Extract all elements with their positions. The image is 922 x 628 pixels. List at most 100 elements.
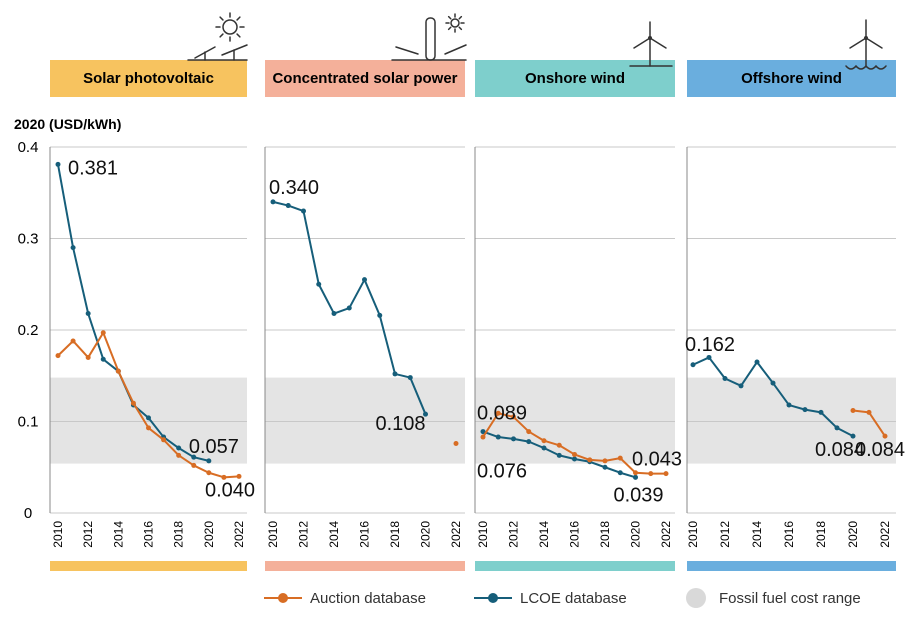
- panel-header-bar: [265, 60, 465, 97]
- lcoe-data-point: [786, 402, 792, 408]
- auction-data-point: [161, 437, 167, 443]
- legend-item-auction: Auction database: [264, 587, 426, 609]
- lcoe-data-point: [754, 359, 760, 365]
- auction-data-point: [85, 354, 91, 360]
- lcoe-data-point: [850, 433, 856, 439]
- fossil-fuel-band: [50, 377, 247, 464]
- lcoe-data-point: [70, 245, 76, 251]
- auction-data-point: [236, 473, 242, 479]
- x-tick-label: 2022: [449, 521, 463, 548]
- panel-bottom-bar: [265, 561, 465, 571]
- auction-data-point: [663, 471, 669, 477]
- auction-data-point: [617, 455, 623, 461]
- auction-data-point: [556, 442, 562, 448]
- x-tick-label: 2014: [327, 521, 341, 548]
- lcoe-data-point: [526, 439, 532, 445]
- lcoe-data-point: [407, 375, 413, 381]
- x-tick-label: 2010: [476, 521, 490, 548]
- x-tick-label: 2010: [51, 521, 65, 548]
- auction-data-point: [191, 462, 197, 468]
- data-label: 0.057: [189, 436, 239, 458]
- lcoe-data-point: [511, 436, 516, 442]
- x-tick-label: 2018: [598, 521, 612, 548]
- lcoe-data-point: [480, 429, 486, 435]
- data-label: 0.340: [269, 177, 319, 199]
- auction-legend-swatch: [264, 593, 302, 603]
- data-label: 0.084: [855, 439, 905, 461]
- lcoe-data-point: [301, 208, 306, 214]
- lcoe-data-point: [423, 411, 428, 417]
- x-tick-label: 2014: [750, 521, 764, 548]
- lcoe-data-point: [206, 458, 212, 464]
- x-tick-label: 2014: [111, 521, 125, 548]
- auction-data-point: [648, 471, 654, 477]
- offshore-turbine-icon: [845, 19, 887, 70]
- x-tick-label: 2012: [81, 521, 95, 548]
- lcoe-data-point: [362, 277, 367, 283]
- panel-bottom-bar: [687, 561, 896, 571]
- auction-data-point: [146, 425, 151, 431]
- lcoe-data-point: [100, 356, 106, 362]
- auction-data-point: [526, 429, 532, 435]
- panel-bottom-bar: [50, 561, 247, 571]
- x-tick-label: 2010: [266, 521, 280, 548]
- lcoe-data-point: [316, 281, 322, 287]
- y-tick-label: 0: [24, 505, 32, 522]
- legend-item-lcoe: LCOE database: [474, 587, 627, 609]
- auction-data-point: [206, 470, 212, 476]
- lcoe-data-point: [556, 452, 562, 458]
- auction-data-point: [70, 338, 76, 344]
- data-label: 0.381: [68, 157, 118, 179]
- lcoe-data-point: [541, 445, 547, 451]
- lcoe-data-point: [818, 409, 824, 415]
- x-tick-label: 2012: [718, 521, 732, 548]
- legend-item-fossil: Fossil fuel cost range: [685, 587, 861, 609]
- data-label: 0.108: [376, 413, 426, 435]
- lcoe-data-point: [770, 380, 776, 386]
- lcoe-data-point: [392, 371, 398, 377]
- x-tick-label: 2020: [846, 521, 860, 548]
- panel-header-bar: [50, 60, 247, 97]
- x-tick-label: 2016: [358, 521, 372, 548]
- x-tick-label: 2020: [629, 521, 643, 548]
- data-label: 0.039: [614, 484, 664, 506]
- data-label: 0.043: [632, 449, 682, 471]
- x-tick-label: 2014: [537, 521, 551, 548]
- panel-title-csp: Concentrated solar power: [272, 70, 458, 87]
- auction-data-point: [55, 353, 61, 359]
- auction-data-point: [633, 470, 638, 476]
- lcoe-data-point: [633, 474, 638, 480]
- lcoe-data-point: [722, 375, 728, 381]
- x-tick-label: 2022: [659, 521, 673, 548]
- fossil-fuel-band: [475, 377, 675, 464]
- auction-data-point: [541, 438, 547, 444]
- x-tick-label: 2022: [232, 521, 246, 548]
- data-label: 0.076: [477, 460, 527, 482]
- lcoe-data-point: [85, 311, 91, 317]
- auction-data-point: [100, 330, 106, 336]
- x-tick-label: 2020: [419, 521, 433, 548]
- lcoe-data-point: [346, 305, 352, 311]
- lcoe-data-point: [55, 161, 61, 167]
- lcoe-data-point: [834, 425, 840, 431]
- lcoe-data-point: [602, 464, 608, 470]
- x-tick-label: 2018: [814, 521, 828, 548]
- lcoe-legend-swatch: [474, 593, 512, 603]
- y-axis-label: 2020 (USD/kWh): [14, 116, 122, 132]
- x-tick-label: 2018: [172, 521, 186, 548]
- panel-bottom-bar: [475, 561, 675, 571]
- fossil-legend-swatch: [686, 588, 706, 608]
- auction-data-point: [115, 368, 121, 374]
- data-label: 0.089: [477, 403, 527, 425]
- x-tick-label: 2012: [507, 521, 521, 548]
- auction-data-point: [572, 451, 577, 457]
- data-label: 0.040: [205, 479, 255, 501]
- lcoe-data-point: [377, 312, 383, 318]
- legend-label-auction: Auction database: [310, 589, 426, 607]
- lcoe-data-point: [706, 354, 712, 360]
- x-tick-label: 2012: [297, 521, 311, 548]
- lcoe-data-point: [146, 415, 151, 421]
- lcoe-data-point: [617, 470, 623, 476]
- y-tick-label: 0.3: [18, 231, 39, 248]
